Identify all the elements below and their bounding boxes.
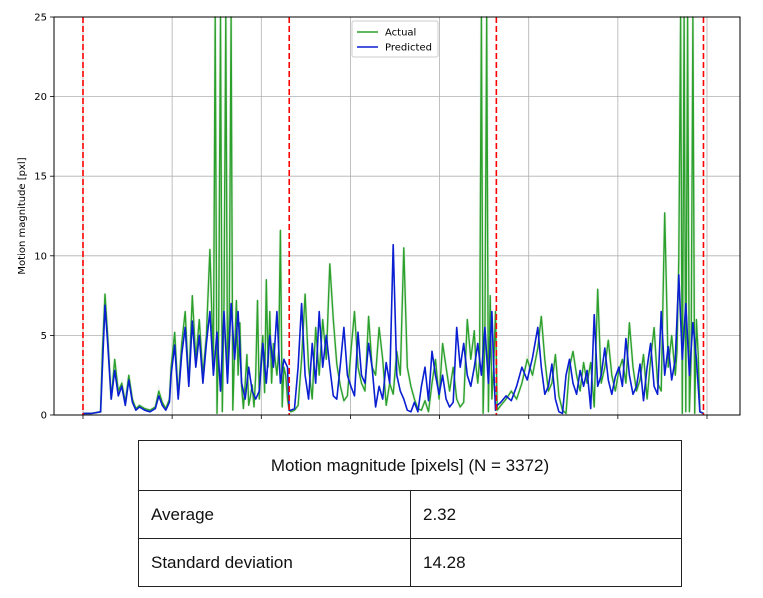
- segment-boundaries: [82, 17, 705, 415]
- y-tick-label: 5: [41, 331, 47, 342]
- y-tick-label: 15: [34, 172, 47, 183]
- y-axis-label: Motion magnitude [pxl]: [17, 157, 28, 274]
- table-row: Average 2.32: [138, 490, 682, 539]
- series-line-actual: [83, 16, 704, 415]
- y-tick-label: 10: [34, 251, 47, 262]
- x-axis-ticks: [82, 415, 708, 419]
- stats-value-average: 2.32: [410, 490, 682, 539]
- stats-header: Motion magnitude [pixels] (N = 3372): [138, 440, 682, 491]
- series-line-predicted: [83, 243, 704, 415]
- table-row: Standard deviation 14.28: [138, 538, 682, 587]
- y-tick-label: 0: [41, 411, 47, 422]
- stats-label-std: Standard deviation: [138, 538, 411, 587]
- series-layer: [83, 16, 704, 415]
- plot-frame: [53, 16, 741, 416]
- legend: Actual Predicted: [351, 20, 439, 58]
- stats-header-row: Motion magnitude [pixels] (N = 3372): [138, 440, 682, 491]
- stats-value-std: 14.28: [410, 538, 682, 587]
- legend-label-predicted: Predicted: [385, 43, 432, 54]
- y-tick-label: 20: [34, 92, 47, 103]
- stats-label-average: Average: [138, 490, 411, 539]
- y-tick-label: 25: [34, 13, 47, 24]
- motion-magnitude-chart: 0 5 10 15 20 25 Motion magnitude [pxl] Actual…: [17, 13, 741, 422]
- y-axis-ticks: 0 5 10 15 20 25: [34, 13, 54, 422]
- stats-table: Motion magnitude [pixels] (N = 3372) Ave…: [138, 440, 682, 587]
- legend-box: [351, 20, 439, 58]
- legend-label-actual: Actual: [385, 28, 416, 39]
